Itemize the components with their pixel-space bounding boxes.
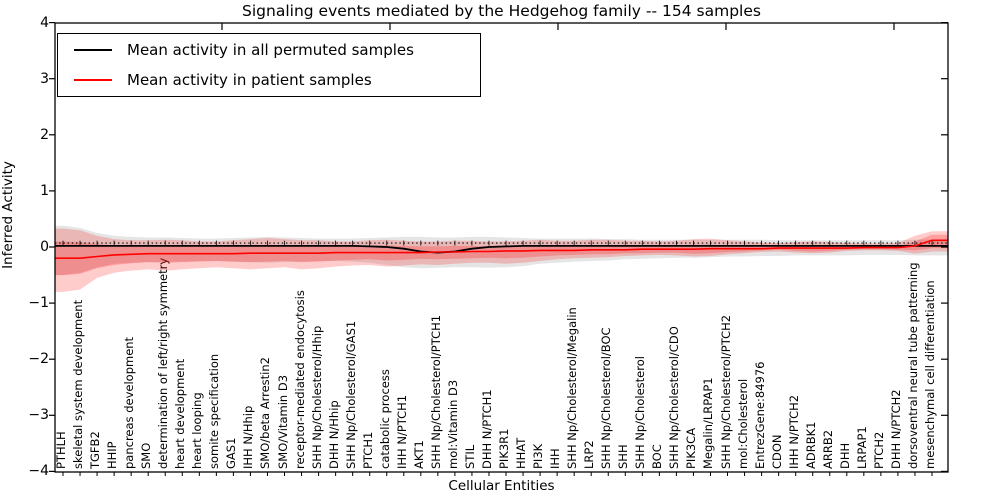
- patient-mean-line: [55, 239, 948, 259]
- permuted-line-swatch: [74, 49, 112, 51]
- patient-samples-inner-band: [55, 234, 948, 276]
- y-tick-label: −1: [28, 295, 49, 312]
- legend: Mean activity in all permuted samples Me…: [57, 33, 481, 97]
- legend-label: Mean activity in all permuted samples: [127, 41, 414, 59]
- y-tick-label: −4: [28, 463, 49, 480]
- permuted-mean-line: [55, 245, 948, 254]
- legend-item-permuted: Mean activity in all permuted samples: [74, 35, 480, 65]
- patient-line-swatch: [74, 79, 112, 81]
- x-axis-title: Cellular Entities: [448, 478, 555, 494]
- legend-label: Mean activity in patient samples: [127, 71, 372, 89]
- legend-item-patient: Mean activity in patient samples: [74, 65, 480, 95]
- y-tick-label: 0: [40, 239, 49, 255]
- y-tick-label: 3: [40, 70, 49, 87]
- chart-title: Signaling events mediated by the Hedgeho…: [242, 2, 761, 20]
- patient-samples-outer-band: [55, 228, 948, 292]
- y-tick-label: 1: [40, 182, 49, 199]
- y-tick-label: 2: [40, 126, 49, 143]
- y-tick-label: 4: [40, 14, 49, 31]
- y-tick-label: −3: [28, 407, 49, 424]
- y-tick-label: −2: [28, 351, 49, 368]
